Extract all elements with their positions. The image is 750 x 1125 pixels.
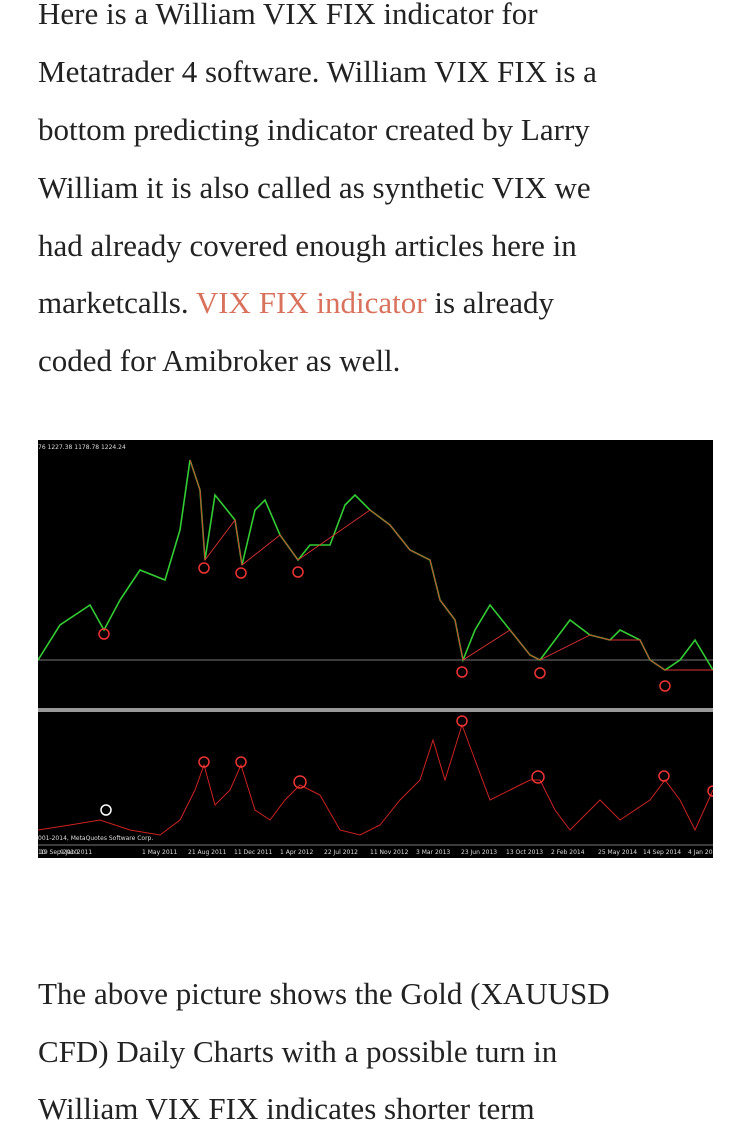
date-label: 23 Jun 2013 [461,849,497,856]
vix-marker [100,804,112,816]
price-markers [98,562,671,692]
date-label: 25 May 2014 [598,849,637,856]
text-line: marketcalls. VIX FIX indicator is alread… [38,285,554,321]
date-label: 13 Oct 2013 [506,849,543,856]
text: is already [434,285,554,320]
text-line: bottom predicting indicator created by L… [38,112,590,147]
image-header: 76 1227.38 1178.78 1224.24 [38,444,126,451]
date-label: 10 [38,849,46,856]
text-line: coded for Amibroker as well. [38,343,401,378]
text-line: William VIX FIX indicates shorter term [38,1091,535,1125]
text-line: William it is also called as synthetic V… [38,170,591,205]
image-background [38,440,713,858]
price-line-down [189,459,713,671]
date-label: 19 Sep 2010 [40,849,78,856]
date-label: 3 Mar 2013 [416,849,450,856]
date-label: 1 May 2011 [142,849,177,856]
text-line: had already covered enough articles here… [38,228,577,263]
vix-markers [198,715,713,797]
text-line: The above picture shows the Gold (XAUUSD [38,976,610,1011]
date-label: 21 Aug 2011 [188,849,227,856]
vix-line [38,723,713,836]
date-label: 1 Apr 2012 [280,849,313,856]
date-label: 11 Dec 2011 [234,849,273,856]
date-label: 14 Sep 2014 [643,849,681,856]
image-copyright: 001-2014, MetaQuotes Software Corp. [38,835,153,842]
text: marketcalls. [38,285,189,320]
link[interactable]: VIX FIX indicator [195,285,427,320]
date-label: 9 Jan 2011 [60,849,92,856]
date-label: 11 Nov 2012 [370,849,409,856]
panel-separator [38,708,713,712]
text-line: CFD) Daily Charts with a possible turn i… [38,1034,558,1069]
chart-image: 76 1227.38 1178.78 1224.24 001-2014, Met… [38,440,713,858]
date-label: 2 Feb 2014 [551,849,585,856]
date-label: 4 Jan 20 [688,849,713,856]
text-line: Metatrader 4 software. William VIX FIX i… [38,54,597,89]
date-label: 22 Jul 2012 [324,849,358,856]
text-line: Here is a William VIX FIX indicator for [38,0,538,31]
